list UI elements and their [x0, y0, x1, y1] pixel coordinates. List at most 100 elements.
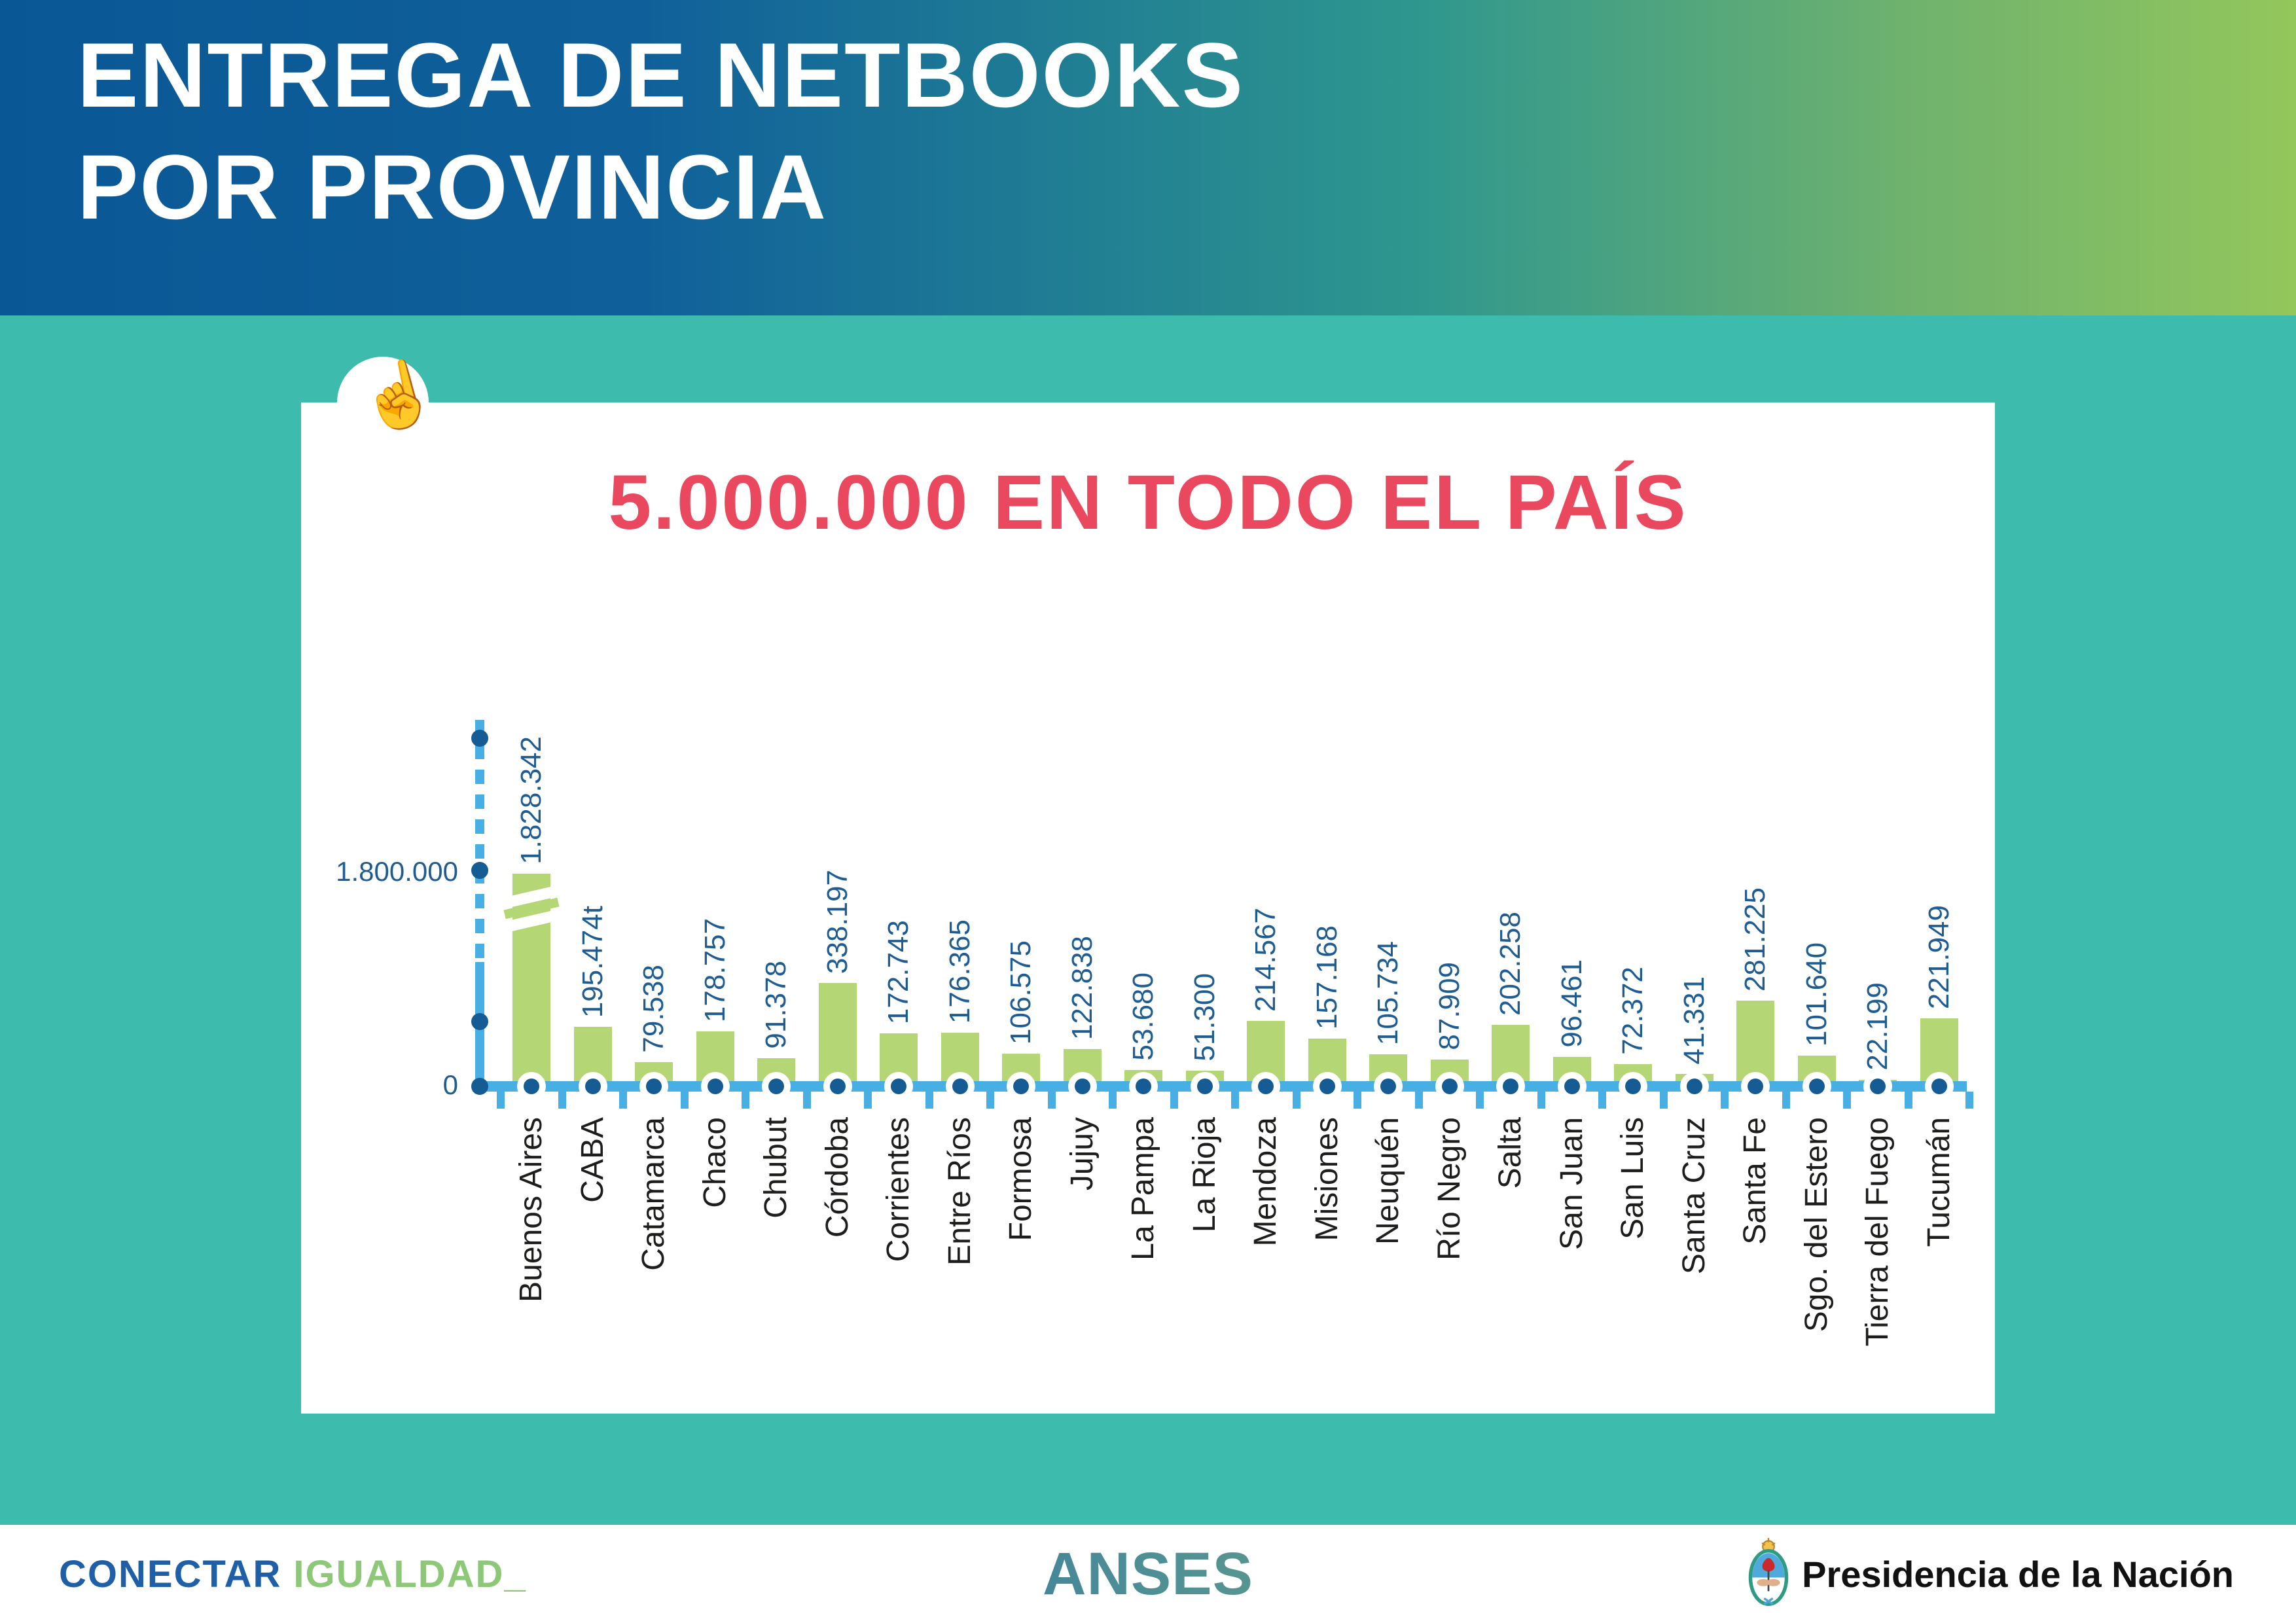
axis-tick: [1414, 1092, 1423, 1109]
axis-point: [1441, 1079, 1458, 1094]
category-label: Misiones: [1309, 1117, 1346, 1241]
header-banner: ENTREGA DE NETBOOKS POR PROVINCIA: [0, 0, 2296, 315]
y-tick-label-1800000: 1.800.000: [336, 856, 458, 887]
bar-value-label: 338.197: [821, 869, 853, 974]
category-label: Santa Fe: [1737, 1117, 1774, 1245]
bar-value-label: 101.640: [1800, 942, 1833, 1046]
category-label-text: La Rioja: [1187, 1117, 1222, 1233]
argentina-coat-of-arms-icon: [1748, 1538, 1789, 1606]
axis-point: [1931, 1079, 1947, 1094]
bar-column: 51.300: [1185, 973, 1224, 1086]
bar-column: 221.949: [1920, 905, 1958, 1086]
category-label-text: Chaco: [697, 1117, 732, 1208]
axis-tick: [1292, 1092, 1300, 1109]
category-label: Jujuy: [1064, 1117, 1101, 1190]
axis-tick: [1047, 1092, 1056, 1109]
category-label-text: Tucumán: [1921, 1117, 1956, 1247]
category-label-text: Mendoza: [1248, 1117, 1283, 1247]
axis-point: [891, 1079, 906, 1094]
category-label-text: Entre Ríos: [942, 1117, 977, 1266]
axis-tick: [558, 1092, 566, 1109]
bar-value-label: 122.838: [1066, 935, 1098, 1040]
category-label: Sgo. del Estero: [1799, 1117, 1835, 1332]
axis-point: [1013, 1079, 1029, 1094]
category-label-text: Catamarca: [636, 1117, 671, 1271]
axis-point: [1380, 1079, 1396, 1094]
category-label-text: Neuquén: [1371, 1117, 1405, 1245]
axis-tick: [742, 1092, 750, 1109]
category-label-text: Salta: [1493, 1117, 1528, 1189]
axis-point: [1808, 1079, 1825, 1094]
bar-column: 87.909: [1430, 962, 1469, 1086]
axis-tick: [1354, 1092, 1362, 1109]
axis-tick: [1965, 1092, 1974, 1109]
category-label: Santa Cruz: [1676, 1117, 1713, 1274]
axis-point: [1196, 1079, 1213, 1094]
bar: [503, 874, 560, 1086]
bar-column: 79.538: [635, 965, 673, 1086]
category-label-text: San Juan: [1554, 1117, 1589, 1250]
bar-column: 281.225: [1736, 887, 1774, 1086]
axis-tick: [1231, 1092, 1240, 1109]
presidencia-label: Presidencia de la Nación: [1802, 1553, 2234, 1595]
y-tick-label-0: 0: [442, 1069, 458, 1100]
category-label-text: Chubut: [759, 1117, 793, 1219]
axis-tick: [1476, 1092, 1484, 1109]
category-label: Chaco: [697, 1117, 734, 1208]
igualdad-wordmark: IGUALDAD_: [293, 1552, 526, 1596]
category-label: Entre Ríos: [942, 1117, 978, 1266]
category-label-text: Sgo. del Estero: [1799, 1117, 1834, 1332]
bar-column: 101.640: [1797, 942, 1836, 1086]
category-label-text: Formosa: [1003, 1117, 1038, 1241]
category-label: Chubut: [758, 1117, 795, 1219]
bar-value-label: 214.567: [1249, 907, 1282, 1012]
bar-value-label: 106.575: [1005, 940, 1037, 1044]
bar-column: 96.461: [1552, 959, 1591, 1086]
category-label: Río Negro: [1431, 1117, 1468, 1260]
bar-value-label: 157.168: [1310, 925, 1343, 1029]
anses-logo: ANSES: [0, 1525, 2296, 1623]
axis-tick: [925, 1092, 933, 1109]
bar-value-label: 87.909: [1433, 962, 1465, 1050]
category-label: Salta: [1492, 1117, 1529, 1188]
axis-tick: [619, 1092, 628, 1109]
bar-column: 106.575: [1002, 940, 1040, 1086]
category-label-text: San Luis: [1615, 1117, 1650, 1240]
bar-value-label: 172.743: [882, 919, 914, 1024]
y-axis-point-top: [471, 730, 488, 747]
bar-column: 157.168: [1308, 925, 1346, 1086]
axis-tick: [1598, 1092, 1607, 1109]
axis-point: [1258, 1079, 1274, 1094]
bar-chart: 1.800.000 0 1.828.342 Buenos Aires 195.474…: [301, 402, 1995, 1414]
axis-point: [1686, 1079, 1702, 1094]
bar-value-label: 221.949: [1922, 904, 1955, 1009]
bar-value-label: 96.461: [1555, 959, 1588, 1048]
axis-tick: [497, 1092, 505, 1109]
axis-break-marks: [503, 885, 560, 935]
bar-column: 72.372: [1614, 967, 1652, 1086]
bar-value-label: 51.300: [1188, 973, 1221, 1061]
bar-column: 53.680: [1124, 972, 1162, 1086]
category-label-text: CABA: [575, 1117, 610, 1203]
category-label: Tucumán: [1921, 1117, 1958, 1247]
category-label-text: Buenos Aires: [514, 1117, 548, 1302]
chart-card: ☝ 5.000.000 EN TODO EL PAÍS 1.800.000 0 …: [301, 352, 1995, 1414]
category-label-text: Santa Fe: [1738, 1117, 1772, 1245]
category-label: CABA: [575, 1117, 611, 1203]
category-label: Catamarca: [636, 1117, 672, 1271]
axis-point: [1564, 1079, 1580, 1094]
y-axis-dashed-segment: [475, 720, 484, 962]
footer: CONECTAR IGUALDAD_ ANSES Presidencia de …: [0, 1525, 2296, 1623]
category-label-text: Tierra del Fuego: [1860, 1117, 1895, 1347]
axis-tick: [680, 1092, 689, 1109]
category-label-text: Santa Cruz: [1676, 1117, 1712, 1275]
bar-value-label: 202.258: [1494, 911, 1526, 1016]
conectar-wordmark: CONECTAR: [59, 1552, 281, 1596]
bar-value-label: 105.734: [1372, 940, 1404, 1045]
axis-point: [1870, 1079, 1886, 1094]
axis-tick: [1659, 1092, 1668, 1109]
category-label: Córdoba: [819, 1117, 856, 1238]
axis-point: [1625, 1079, 1641, 1094]
bar-value-label: 72.372: [1617, 967, 1649, 1055]
